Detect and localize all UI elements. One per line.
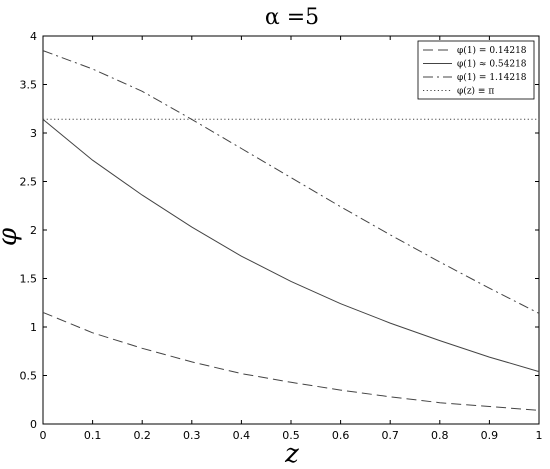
legend-box [417,40,535,100]
series-line-2 [42,119,540,373]
legend-label: φ(z) ≡ π [457,86,494,97]
x-tick-label: 0.9 [481,429,499,442]
x-tick-label: 0.7 [381,429,399,442]
series-line-3 [42,50,540,314]
legend-label: φ(1) = 1.14218 [457,72,527,83]
x-tick-label: 0.3 [183,429,201,442]
x-tick-label: 0.6 [332,429,350,442]
x-axis-label: z [284,439,299,469]
y-tick-label: 0.5 [20,370,38,383]
legend-label: φ(1) = 0.14218 [457,45,527,56]
legend-label: φ(1) ≈ 0.54218 [457,59,527,70]
series-layer [42,50,540,411]
y-axis-label: φ [0,227,23,246]
y-tick-label: 2 [30,224,37,237]
legend: φ(1) = 0.14218 φ(1) ≈ 0.54218 φ(1) = 1.142… [417,40,535,100]
x-tick-label: 0 [40,429,47,442]
y-tick-label: 3 [30,127,37,140]
y-tick-label: 1.5 [20,273,38,286]
axes-layer: 0 0.1 0.2 0.3 0.4 0.5 0.6 0.7 0.8 0.9 1 0 0.5 1 1.5 2 2.… [20,30,543,442]
x-tick-label: 0.1 [84,429,102,442]
x-tick-label: 0.5 [282,429,300,442]
series-line-1 [42,311,540,411]
y-tick-label: 4 [30,30,37,43]
x-tick-label: 0.4 [233,429,251,442]
x-tick-label: 1 [536,429,543,442]
y-tick-label: 2.5 [20,176,38,189]
x-tick-label: 0.2 [133,429,151,442]
x-tick-label: 0.8 [431,429,449,442]
chart-title: α =5 [265,5,319,30]
y-tick-label: 1 [30,321,37,334]
y-tick-label: 0 [30,418,37,431]
y-tick-label: 3.5 [20,79,38,92]
